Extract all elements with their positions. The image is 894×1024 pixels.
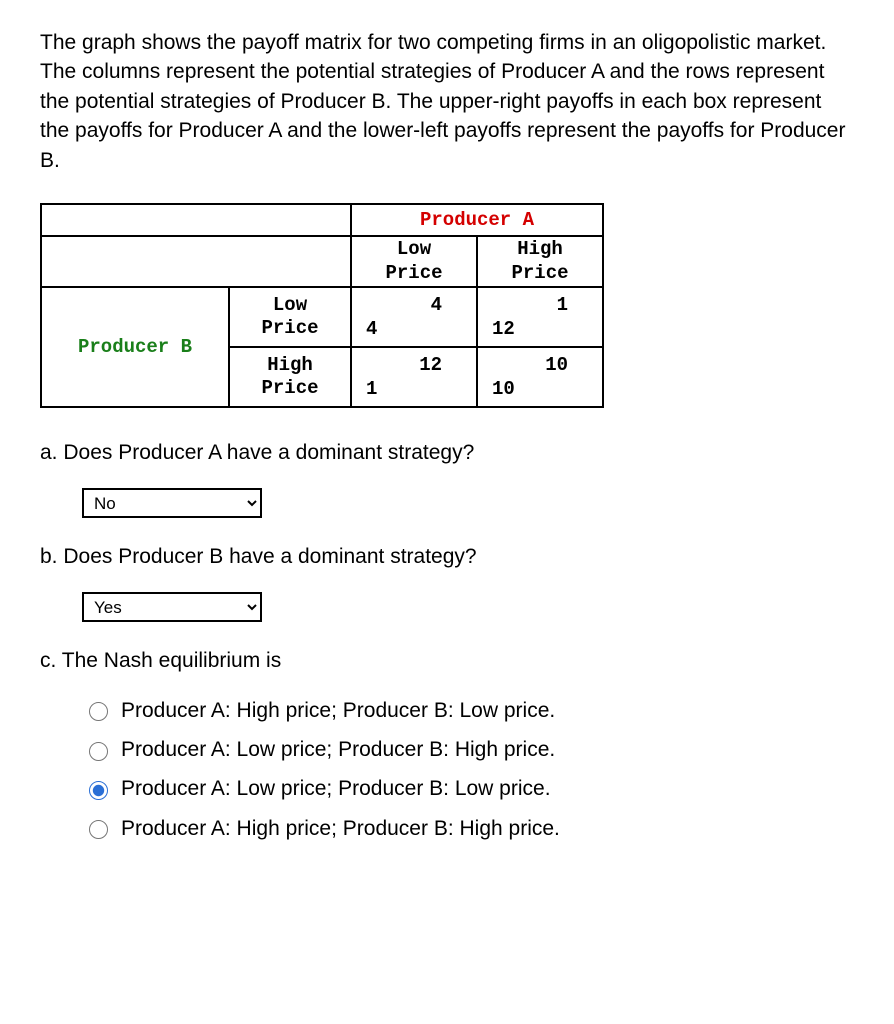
row-low-price-label: Price	[261, 317, 318, 339]
blank-corner-2	[41, 236, 351, 288]
cell-hh-b: 10	[492, 376, 515, 403]
answer-b-dropdown[interactable]: NoYes	[82, 592, 262, 622]
cell-ll-a: 4	[431, 292, 442, 319]
answer-a-dropdown[interactable]: NoYes	[82, 488, 262, 518]
row-high-price-label: Price	[261, 377, 318, 399]
row-low-price: Low Price	[229, 287, 351, 347]
question-b: b. Does Producer B have a dominant strat…	[40, 542, 854, 571]
col-low-price: Low Price	[351, 236, 477, 288]
radio-input[interactable]	[89, 820, 108, 839]
col-high-price-label: Price	[511, 262, 568, 284]
radio-option[interactable]: Producer A: Low price; Producer B: High …	[84, 735, 854, 764]
row-high-label: High	[267, 354, 313, 376]
problem-intro: The graph shows the payoff matrix for tw…	[40, 28, 854, 175]
cell-lh-a: 1	[557, 292, 568, 319]
producer-a-header: Producer A	[351, 204, 603, 236]
col-high-price: High Price	[477, 236, 603, 288]
radio-label: Producer A: Low price; Producer B: Low p…	[121, 774, 551, 803]
cell-hl-a: 12	[419, 352, 442, 379]
question-c: c. The Nash equilibrium is	[40, 646, 854, 675]
cell-lh-b: 12	[492, 316, 515, 343]
radio-input[interactable]	[89, 781, 108, 800]
cell-ll-b: 4	[366, 316, 377, 343]
col-low-price-label: Price	[385, 262, 442, 284]
radio-option[interactable]: Producer A: High price; Producer B: Low …	[84, 696, 854, 725]
answer-c-radio-group: Producer A: High price; Producer B: Low …	[40, 696, 854, 844]
question-a: a. Does Producer A have a dominant strat…	[40, 438, 854, 467]
radio-option[interactable]: Producer A: Low price; Producer B: Low p…	[84, 774, 854, 803]
radio-input[interactable]	[89, 742, 108, 761]
radio-label: Producer A: High price; Producer B: Low …	[121, 696, 555, 725]
cell-hh-a: 10	[545, 352, 568, 379]
cell-low-low: 4 4	[351, 287, 477, 347]
radio-option[interactable]: Producer A: High price; Producer B: High…	[84, 814, 854, 843]
cell-high-low: 12 1	[351, 347, 477, 407]
radio-input[interactable]	[89, 702, 108, 721]
col-low-label: Low	[397, 238, 431, 260]
radio-label: Producer A: Low price; Producer B: High …	[121, 735, 555, 764]
cell-low-high: 1 12	[477, 287, 603, 347]
cell-hl-b: 1	[366, 376, 377, 403]
payoff-matrix: Producer A Low Price High Price Producer…	[40, 203, 604, 409]
row-high-price: High Price	[229, 347, 351, 407]
cell-high-high: 10 10	[477, 347, 603, 407]
blank-corner	[41, 204, 351, 236]
radio-label: Producer A: High price; Producer B: High…	[121, 814, 560, 843]
row-low-label: Low	[273, 294, 307, 316]
col-high-label: High	[517, 238, 563, 260]
producer-b-header: Producer B	[41, 287, 229, 407]
